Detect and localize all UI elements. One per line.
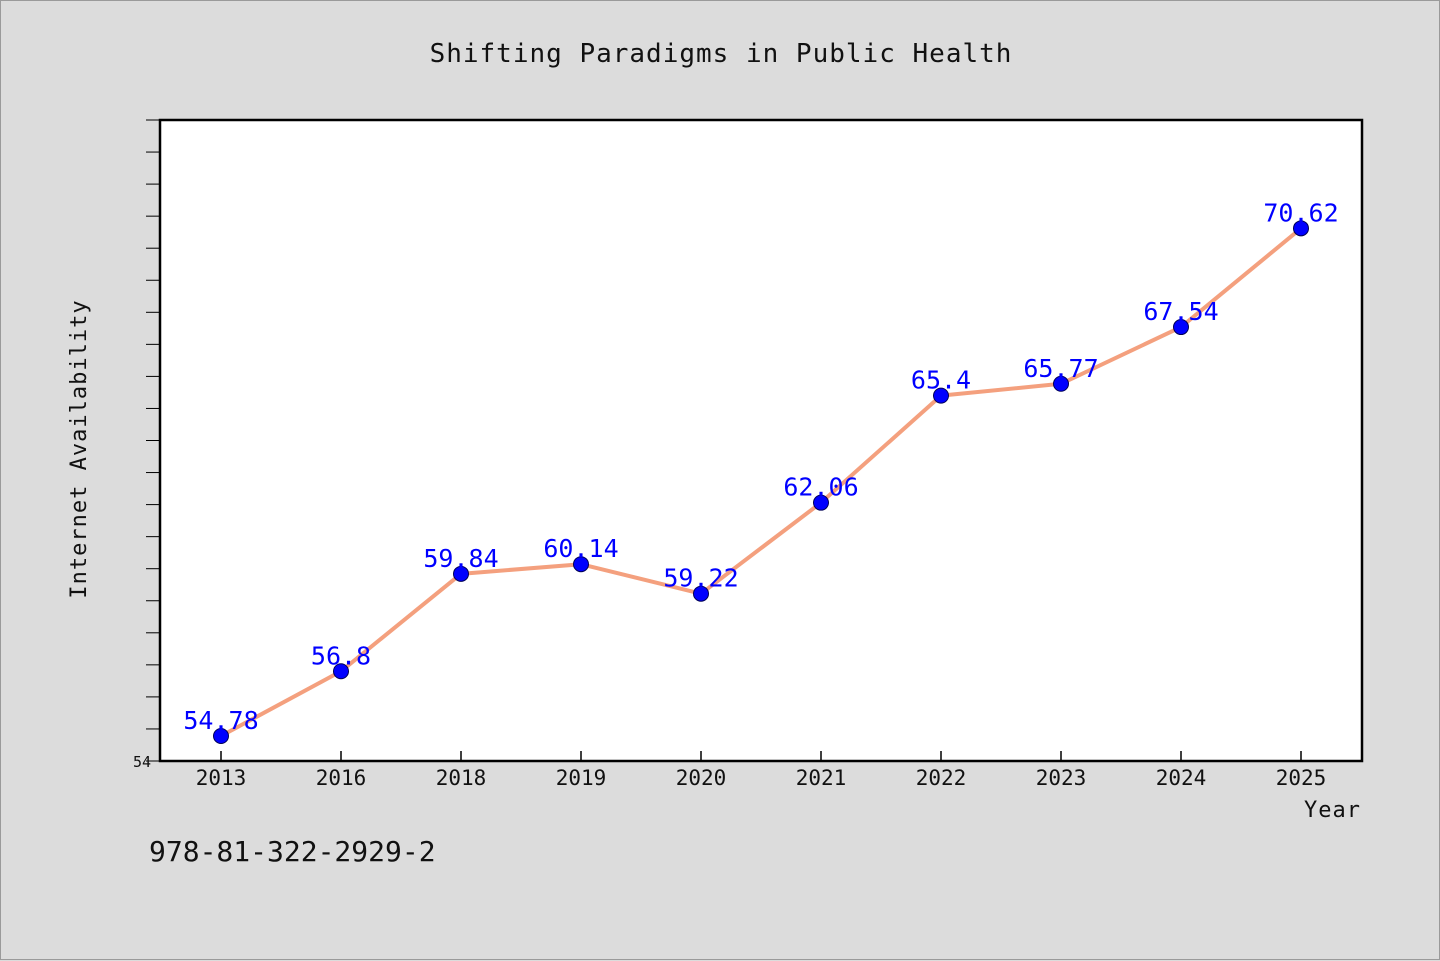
data-label: 67.54 bbox=[1143, 297, 1218, 326]
data-label: 65.77 bbox=[1023, 354, 1098, 383]
y-tick-label: 54 bbox=[133, 753, 151, 771]
x-tick-label: 2021 bbox=[796, 766, 847, 790]
data-labels: 54.78 56.8 59.84 60.14 59.22 62.06 65.4 65.77 67… bbox=[183, 198, 1338, 735]
x-axis-label: Year bbox=[1304, 798, 1361, 823]
data-label: 59.84 bbox=[423, 544, 498, 573]
y-axis-label: Internet Availability bbox=[67, 299, 92, 598]
data-label: 56.8 bbox=[311, 641, 371, 670]
x-tick-label: 2018 bbox=[436, 766, 487, 790]
data-point bbox=[813, 494, 829, 511]
x-tick-label: 2025 bbox=[1276, 766, 1327, 790]
data-point bbox=[1173, 319, 1189, 336]
data-label: 60.14 bbox=[543, 534, 618, 563]
data-point bbox=[573, 556, 589, 573]
x-tick-label: 2020 bbox=[676, 766, 727, 790]
data-point bbox=[693, 585, 709, 602]
data-point bbox=[213, 728, 229, 745]
data-point bbox=[1053, 375, 1069, 392]
y-axis-ticks bbox=[146, 119, 160, 762]
series-markers bbox=[213, 220, 1309, 745]
data-label: 54.78 bbox=[183, 706, 258, 735]
data-point bbox=[453, 565, 469, 582]
data-label: 70.62 bbox=[1263, 198, 1338, 227]
data-point bbox=[933, 387, 949, 404]
chart-title: Shifting Paradigms in Public Health bbox=[430, 39, 1013, 69]
isbn-text: 978-81-322-2929-2 bbox=[149, 835, 436, 868]
x-axis-ticks: 2013 2016 2018 2019 2020 2021 2022 2023 2024 2025 bbox=[196, 751, 1327, 790]
x-tick-label: 2022 bbox=[916, 766, 967, 790]
x-tick-label: 2016 bbox=[316, 766, 367, 790]
x-tick-label: 2013 bbox=[196, 766, 247, 790]
data-label: 65.4 bbox=[911, 366, 971, 395]
x-tick-label: 2023 bbox=[1036, 766, 1087, 790]
x-tick-label: 2024 bbox=[1156, 766, 1207, 790]
series-line bbox=[220, 226, 1303, 738]
data-label: 62.06 bbox=[783, 473, 858, 502]
data-point bbox=[333, 663, 349, 680]
data-point bbox=[1293, 220, 1309, 237]
data-label: 59.22 bbox=[663, 564, 738, 593]
x-tick-label: 2019 bbox=[556, 766, 607, 790]
